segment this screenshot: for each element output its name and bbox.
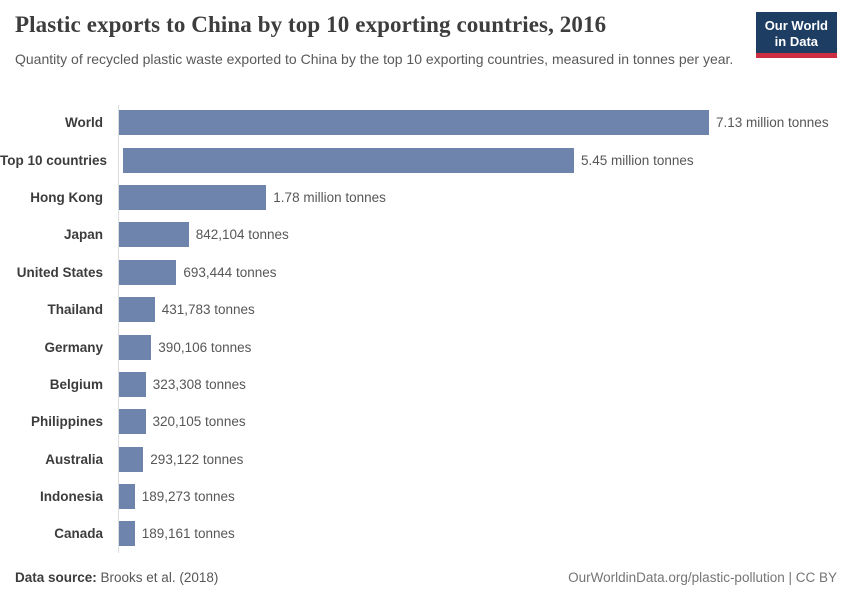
- category-label: Top 10 countries: [0, 152, 108, 168]
- page-title: Plastic exports to China by top 10 expor…: [15, 12, 607, 37]
- category-label: Canada: [54, 526, 103, 542]
- chart-row: Thailand 431,783 tonnes: [0, 291, 850, 328]
- chart-subtitle: Quantity of recycled plastic waste expor…: [15, 51, 734, 67]
- chart-row: Indonesia 189,273 tonnes: [0, 478, 850, 515]
- bar-area: 390,106 tonnes: [119, 334, 850, 360]
- category-label: Belgium: [49, 376, 103, 392]
- value-label: 693,444 tonnes: [183, 264, 277, 280]
- value-label: 320,105 tonnes: [152, 414, 246, 430]
- bar-area: 323,308 tonnes: [119, 371, 850, 397]
- bar-area: 1.78 million tonnes: [119, 184, 850, 210]
- bar-area: 189,273 tonnes: [119, 484, 850, 510]
- bar-area: 7.13 million tonnes: [119, 110, 850, 136]
- value-label: 431,783 tonnes: [161, 302, 255, 318]
- bar-area: 431,783 tonnes: [119, 297, 850, 323]
- bar[interactable]: [119, 334, 152, 360]
- value-label: 842,104 tonnes: [195, 227, 289, 243]
- category-label: Thailand: [47, 302, 103, 318]
- value-label: 5.45 million tonnes: [581, 152, 694, 168]
- chart-row: Japan 842,104 tonnes: [0, 216, 850, 253]
- bar[interactable]: [119, 409, 146, 435]
- y-axis-line: [118, 105, 119, 553]
- bar[interactable]: [119, 110, 709, 136]
- owid-logo[interactable]: Our World in Data: [755, 12, 837, 59]
- chart-row: World 7.13 million tonnes: [0, 104, 850, 141]
- category-label: World: [65, 115, 103, 131]
- chart-row: United States 693,444 tonnes: [0, 254, 850, 291]
- bar-area: 189,161 tonnes: [119, 521, 850, 547]
- bar[interactable]: [119, 222, 189, 248]
- category-label: Indonesia: [39, 489, 103, 505]
- owid-logo-line2: in Data: [774, 33, 819, 49]
- footer-link[interactable]: OurWorldinData.org/plastic-pollution | C…: [568, 570, 837, 585]
- owid-logo-line1: Our World: [764, 18, 828, 33]
- bar-area: 842,104 tonnes: [119, 222, 850, 248]
- bar-area: 5.45 million tonnes: [123, 147, 850, 173]
- chart-row: Hong Kong 1.78 million tonnes: [0, 179, 850, 216]
- bar[interactable]: [123, 147, 575, 173]
- bar[interactable]: [119, 259, 177, 285]
- chart-row: Top 10 countries 5.45 million tonnes: [0, 141, 850, 178]
- value-label: 1.78 million tonnes: [273, 189, 386, 205]
- bar[interactable]: [119, 521, 135, 547]
- bar[interactable]: [119, 184, 267, 210]
- category-label: Germany: [44, 339, 103, 355]
- chart-row: Germany 390,106 tonnes: [0, 328, 850, 365]
- bar-area: 693,444 tonnes: [119, 259, 850, 285]
- category-label: Hong Kong: [30, 189, 103, 205]
- data-source-value: Brooks et al. (2018): [96, 570, 219, 585]
- bar[interactable]: [119, 297, 155, 323]
- bar[interactable]: [119, 446, 144, 472]
- data-source-label: Data source:: [15, 570, 97, 585]
- category-label: United States: [16, 264, 103, 280]
- chart-row: Philippines 320,105 tonnes: [0, 403, 850, 440]
- chart-row: Canada 189,161 tonnes: [0, 515, 850, 552]
- value-label: 293,122 tonnes: [150, 451, 244, 467]
- chart-row: Belgium 323,308 tonnes: [0, 366, 850, 403]
- bar-chart: World 7.13 million tonnes Top 10 countri…: [0, 104, 850, 553]
- bar-area: 293,122 tonnes: [119, 446, 850, 472]
- category-label: Philippines: [30, 414, 103, 430]
- value-label: 189,161 tonnes: [141, 526, 235, 542]
- value-label: 323,308 tonnes: [152, 376, 246, 392]
- value-label: 189,273 tonnes: [141, 489, 235, 505]
- chart-rows: World 7.13 million tonnes Top 10 countri…: [0, 104, 850, 553]
- category-label: Japan: [63, 227, 103, 243]
- category-label: Australia: [45, 451, 103, 467]
- chart-row: Australia 293,122 tonnes: [0, 441, 850, 478]
- header: Plastic exports to China by top 10 expor…: [15, 12, 837, 69]
- data-source: Data source: Brooks et al. (2018): [15, 570, 218, 585]
- bar-area: 320,105 tonnes: [119, 409, 850, 435]
- footer: Data source: Brooks et al. (2018) OurWor…: [15, 570, 837, 585]
- title-block: Plastic exports to China by top 10 expor…: [15, 12, 733, 69]
- bar[interactable]: [119, 484, 135, 510]
- bar[interactable]: [119, 371, 146, 397]
- value-label: 390,106 tonnes: [158, 339, 252, 355]
- value-label: 7.13 million tonnes: [716, 115, 829, 131]
